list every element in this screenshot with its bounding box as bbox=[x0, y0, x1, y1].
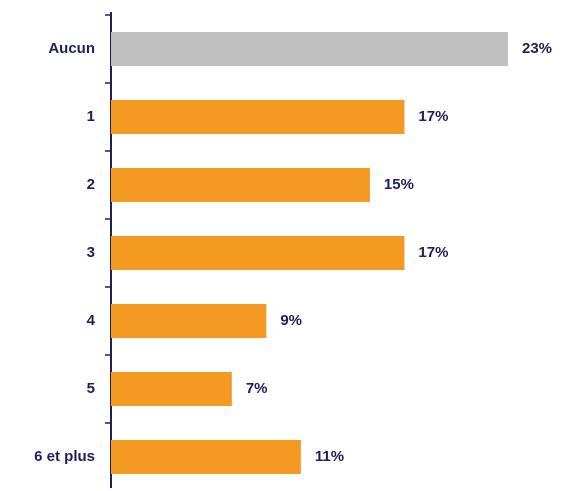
bar bbox=[111, 440, 301, 474]
category-label: 4 bbox=[87, 312, 96, 329]
category-label: 3 bbox=[87, 244, 95, 261]
bar bbox=[111, 32, 508, 66]
bar bbox=[111, 304, 267, 338]
value-label: 17% bbox=[418, 244, 448, 261]
value-label: 15% bbox=[384, 176, 414, 193]
value-label: 23% bbox=[522, 40, 552, 57]
category-label: 2 bbox=[87, 176, 95, 193]
bar bbox=[111, 100, 405, 134]
value-label: 11% bbox=[315, 448, 344, 465]
category-label: Aucun bbox=[48, 40, 95, 57]
category-label: 5 bbox=[87, 380, 95, 397]
bar bbox=[111, 168, 370, 202]
category-label: 1 bbox=[87, 108, 95, 125]
value-label: 17% bbox=[418, 108, 448, 125]
category-label: 6 et plus bbox=[34, 448, 95, 465]
value-label: 7% bbox=[246, 380, 268, 397]
value-label: 9% bbox=[280, 312, 302, 329]
bar bbox=[111, 372, 232, 406]
bar bbox=[111, 236, 405, 270]
